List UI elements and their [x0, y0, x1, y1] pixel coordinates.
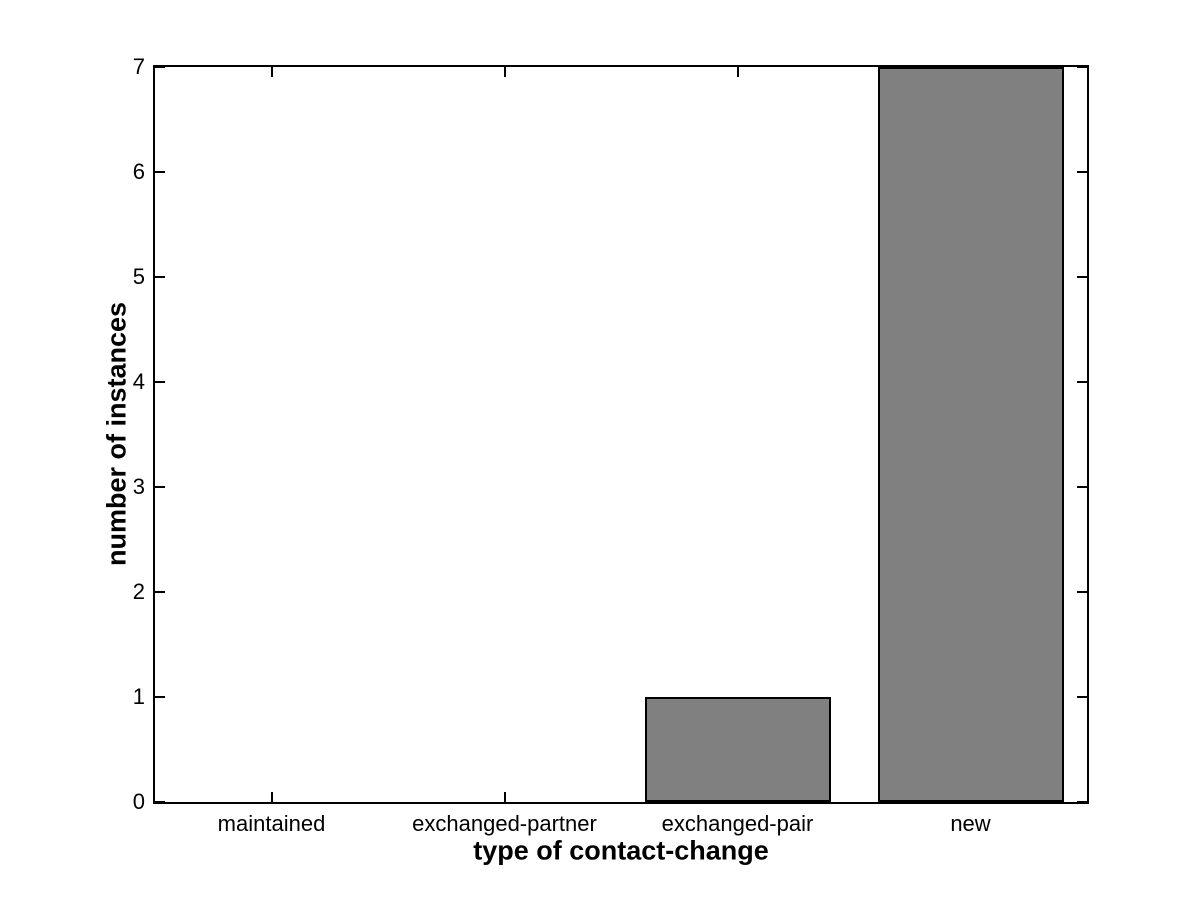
bar-exchanged-pair	[645, 697, 831, 802]
x-tick-top	[271, 67, 273, 77]
y-tick-right	[1077, 171, 1087, 173]
y-tick-right	[1077, 486, 1087, 488]
y-tick-right	[1077, 381, 1087, 383]
x-tick-label: exchanged-partner	[412, 811, 597, 836]
y-tick-label: 7	[132, 54, 145, 79]
y-tick-left	[155, 66, 165, 68]
y-tick-label: 2	[132, 579, 145, 604]
y-tick-left	[155, 381, 165, 383]
y-tick-label: 4	[132, 369, 145, 394]
x-tick-bottom	[271, 792, 273, 802]
y-tick-label: 1	[132, 684, 145, 709]
y-tick-right	[1077, 276, 1087, 278]
y-tick-label: 6	[132, 159, 145, 184]
y-tick-left	[155, 276, 165, 278]
x-tick-top	[504, 67, 506, 77]
y-tick-right	[1077, 801, 1087, 803]
y-tick-right	[1077, 591, 1087, 593]
y-tick-right	[1077, 66, 1087, 68]
y-tick-label: 5	[132, 264, 145, 289]
y-tick-left	[155, 171, 165, 173]
x-axis-title: type of contact-change	[473, 835, 769, 866]
y-tick-left	[155, 591, 165, 593]
y-tick-left	[155, 486, 165, 488]
x-tick-label: maintained	[217, 811, 326, 836]
y-tick-left	[155, 801, 165, 803]
x-tick-bottom	[504, 792, 506, 802]
bar-new	[878, 67, 1064, 802]
y-tick-right	[1077, 696, 1087, 698]
y-tick-left	[155, 696, 165, 698]
x-tick-label: exchanged-pair	[661, 811, 814, 836]
y-axis-title: number of instances	[101, 301, 132, 567]
x-tick-label: new	[950, 811, 991, 836]
y-tick-label: 0	[132, 789, 145, 814]
y-tick-label: 3	[132, 474, 145, 499]
plot-area	[153, 65, 1089, 804]
x-tick-top	[737, 67, 739, 77]
